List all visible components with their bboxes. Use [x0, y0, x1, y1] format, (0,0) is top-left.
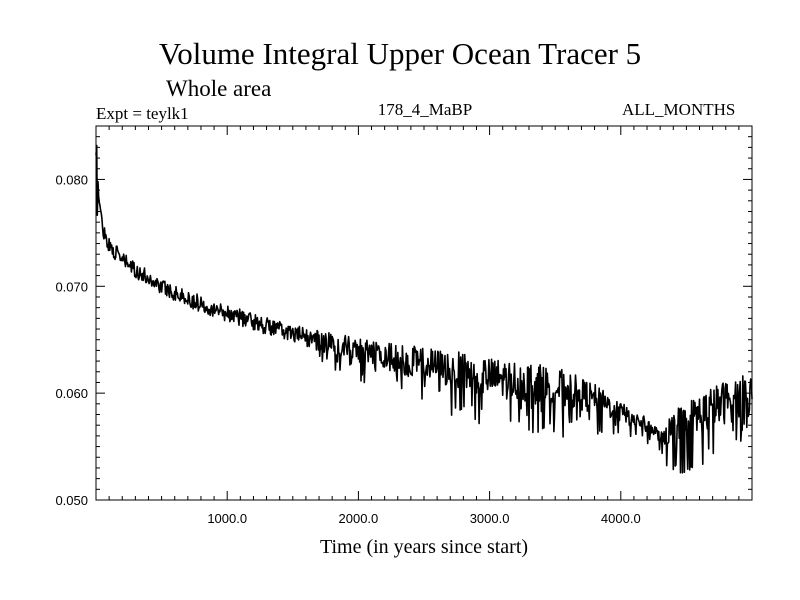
- months-label: ALL_MONTHS: [622, 100, 736, 119]
- x-tick-label: 4000.0: [601, 511, 641, 526]
- y-tick-label: 0.070: [55, 279, 88, 294]
- x-tick-label: 3000.0: [470, 511, 510, 526]
- period-label: 178_4_MaBP: [377, 100, 473, 119]
- chart-title: Volume Integral Upper Ocean Tracer 5: [158, 36, 642, 71]
- x-axis-label: Time (in years since start): [319, 536, 529, 558]
- series-line: [95, 144, 753, 474]
- axes-frame: [95, 125, 753, 501]
- y-tick-label: 0.060: [55, 386, 88, 401]
- y-tick-label: 0.080: [55, 172, 88, 187]
- x-tick-label: 1000.0: [207, 511, 247, 526]
- chart-subtitle: Whole area: [166, 76, 272, 101]
- x-tick-label: 2000.0: [339, 511, 379, 526]
- y-tick-label: 0.050: [55, 493, 88, 508]
- experiment-label: Expt = teylk1: [96, 104, 189, 123]
